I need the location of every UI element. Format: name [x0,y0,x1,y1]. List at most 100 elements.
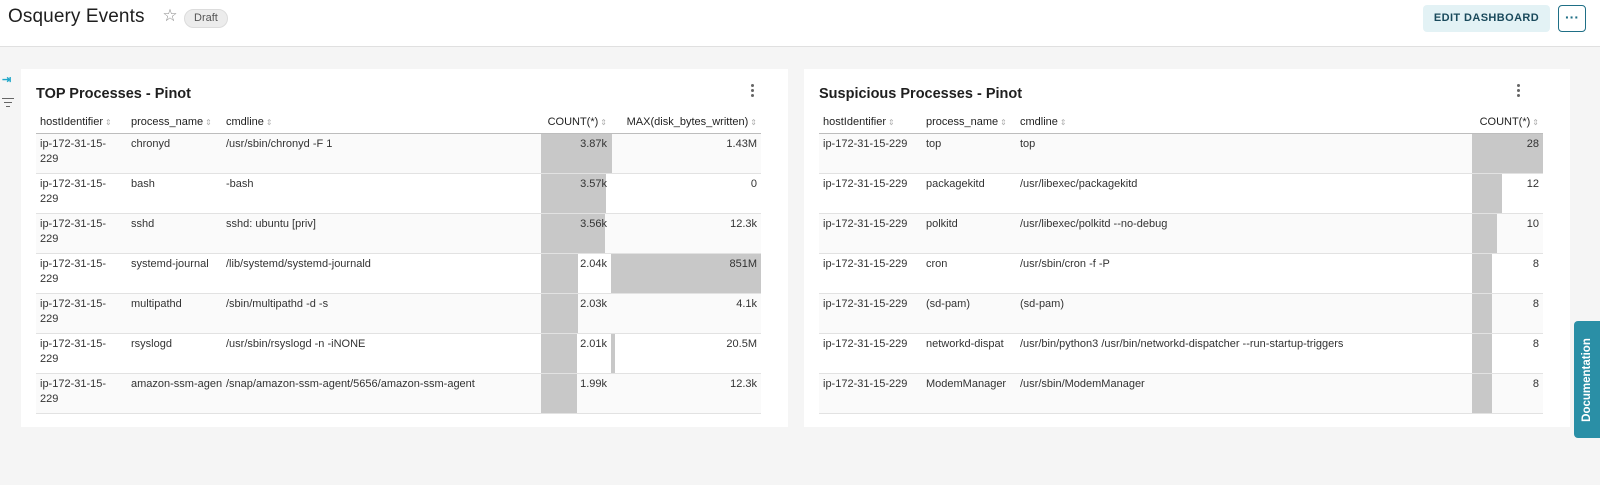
cell-count: 3.56k [541,213,611,254]
cell-host: ip-172-31-15-229 [819,253,922,294]
cell-host: ip-172-31-15-229 [36,333,127,374]
filter-icon[interactable] [2,98,14,110]
cell-host: ip-172-31-15-229 [36,373,127,414]
documentation-tab[interactable]: Documentation [1574,321,1600,438]
table-row: ip-172-31-15-229 polkitd/usr/libexec/polk… [819,213,1543,254]
cell-process-name: rsyslogd [127,333,222,374]
count-bar [541,133,611,172]
cell-count: 10 [1472,213,1543,254]
cell-process-name: top [922,133,1016,174]
cell-host: ip-172-31-15-229 [36,213,127,254]
chart-top-processes: TOP Processes - Pinot hostIdentifier ⇕ pr… [21,69,788,427]
cell-host: ip-172-31-15-229 [819,133,922,174]
dashboard-header: Osquery Events ☆ Draft EDIT DASHBOARD ··… [0,0,1600,47]
table-row: ip-172-31-15-229 ModemManager/usr/sbin/Mo… [819,373,1543,414]
cell-count: 8 [1472,373,1543,414]
chart-title: TOP Processes - Pinot [36,86,191,102]
cell-count: 2.01k [541,333,611,374]
table-row: ip-172-31-15-229 packagekitd/usr/libexec/… [819,173,1543,214]
data-table: hostIdentifier ⇕ process_name ⇕ cmdline ⇕ C… [819,112,1543,414]
cell-process-name: systemd-journal [127,253,222,294]
count-bar [541,293,578,332]
table-row: ip-172-31-15-229 (sd-pam) (sd-pam) 8 [819,293,1543,334]
count-bar [541,333,578,372]
star-icon[interactable]: ☆ [162,6,178,25]
cell-max-disk-bytes: 12.3k [611,373,761,414]
more-options-button[interactable]: ··· [1558,5,1586,32]
max-bar [611,333,615,372]
column-header-process-name[interactable]: process_name ⇕ [127,112,222,134]
cell-max-disk-bytes: 12.3k [611,213,761,254]
cell-host: ip-172-31-15-229 [36,173,127,214]
cell-count: 8 [1472,333,1543,374]
cell-process-name: packagekitd [922,173,1016,214]
cell-host: ip-172-31-15-229 [36,253,127,294]
cell-count-value: 2.03k [580,297,607,310]
cell-count: 8 [1472,253,1543,294]
count-bar [541,213,606,252]
count-bar [1472,333,1493,372]
cell-cmdline: /usr/bin/python3 /usr/bin/networkd-dispa… [1016,333,1472,374]
column-header-process-name[interactable]: process_name ⇕ [922,112,1016,134]
cell-process-name: polkitd [922,213,1016,254]
cell-cmdline: top [1016,133,1472,174]
cell-count: 28 [1472,133,1543,174]
expand-filters-icon[interactable]: ⇥ [2,74,12,86]
cell-process-name: ModemManager [922,373,1016,414]
chart-menu-icon[interactable] [1515,84,1521,100]
cell-count-value: 8 [1532,257,1539,270]
chart-suspicious-processes: Suspicious Processes - Pinot hostIdentif… [804,69,1570,427]
cell-cmdline: /lib/systemd/systemd-journald [222,253,541,294]
cell-process-name: cron [922,253,1016,294]
column-header-max-disk-bytes[interactable]: MAX(disk_bytes_written) ⇕ [611,112,761,134]
cell-count-value: 10 [1526,217,1539,230]
cell-host: ip-172-31-15-229 [819,373,922,414]
cell-count-value: 3.57k [580,177,607,190]
table-row: ip-172-31-15-229 bash -bash 3.57k 0 [36,173,761,214]
column-header-cmdline[interactable]: cmdline ⇕ [1016,112,1472,134]
column-header-count[interactable]: COUNT(*) ⇕ [541,112,611,134]
count-bar [1472,253,1493,292]
cell-count-value: 8 [1532,297,1539,310]
cell-count-value: 2.04k [580,257,607,270]
cell-max-disk-bytes: 20.5M [611,333,761,374]
cell-count: 3.57k [541,173,611,214]
cell-max-value: 4.1k [736,297,757,310]
cell-host: ip-172-31-15-229 [819,213,922,254]
cell-cmdline: /usr/sbin/chronyd -F 1 [222,133,541,174]
cell-max-disk-bytes: 0 [611,173,761,214]
cell-cmdline: /snap/amazon-ssm-agent/5656/amazon-ssm-a… [222,373,541,414]
count-bar [1472,373,1493,412]
cell-cmdline: /usr/sbin/cron -f -P [1016,253,1472,294]
table-row: ip-172-31-15-229 top top 28 [819,133,1543,174]
cell-cmdline: /sbin/multipathd -d -s [222,293,541,334]
column-header-count[interactable]: COUNT(*) ⇕ [1472,112,1543,134]
table-row: ip-172-31-15-229 rsyslogd/usr/sbin/rsyslo… [36,333,761,374]
table-row: ip-172-31-15-229 sshd sshd: ubuntu [priv] 3… [36,213,761,254]
cell-count: 12 [1472,173,1543,214]
chart-menu-icon[interactable] [749,84,755,100]
cell-max-value: 0 [750,177,757,190]
cell-count-value: 3.87k [580,137,607,150]
cell-process-name: multipathd [127,293,222,334]
column-header-hostidentifier[interactable]: hostIdentifier ⇕ [819,112,922,134]
cell-max-value: 1.43M [726,137,757,150]
cell-process-name: (sd-pam) [922,293,1016,334]
cell-cmdline: /usr/sbin/rsyslogd -n -iNONE [222,333,541,374]
cell-max-disk-bytes: 851M [611,253,761,294]
cell-host: ip-172-31-15-229 [819,293,922,334]
cell-max-value: 12.3k [730,217,757,230]
table-row: ip-172-31-15-229 amazon-ssm-agen/snap/ama… [36,373,761,414]
cell-host: ip-172-31-15-229 [819,333,922,374]
column-header-cmdline[interactable]: cmdline ⇕ [222,112,541,134]
cell-count: 8 [1472,293,1543,334]
cell-count-value: 1.99k [580,377,607,390]
cell-count: 1.99k [541,373,611,414]
edit-dashboard-button[interactable]: EDIT DASHBOARD [1423,5,1550,32]
status-badge[interactable]: Draft [184,9,228,28]
column-header-hostidentifier[interactable]: hostIdentifier ⇕ [36,112,127,134]
cell-max-value: 20.5M [726,337,757,350]
cell-cmdline: -bash [222,173,541,214]
cell-count: 3.87k [541,133,611,174]
cell-max-disk-bytes: 1.43M [611,133,761,174]
